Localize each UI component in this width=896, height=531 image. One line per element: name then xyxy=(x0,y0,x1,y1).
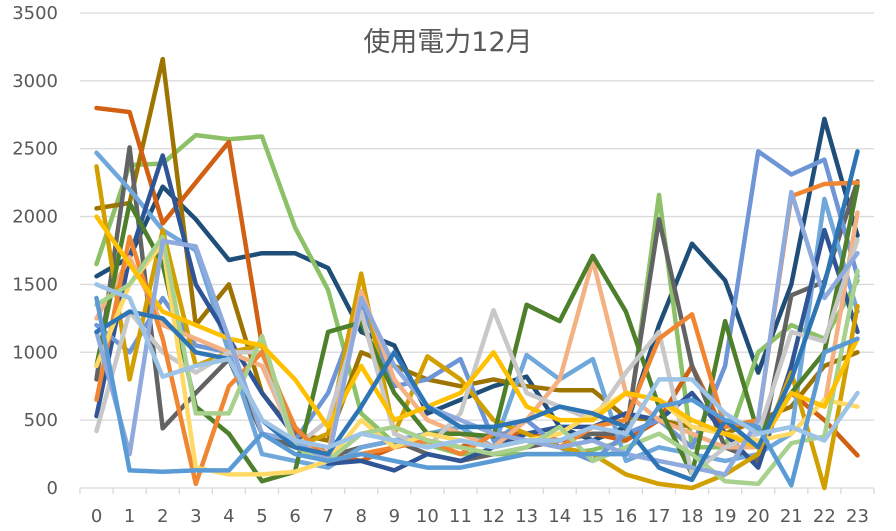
x-tick-label: 14 xyxy=(548,506,571,527)
series-line-s18 xyxy=(94,149,860,483)
y-tick-label: 0 xyxy=(47,478,58,499)
x-tick-label: 9 xyxy=(389,506,400,527)
series-lines xyxy=(94,56,860,491)
x-tick-label: 20 xyxy=(747,506,770,527)
x-tick-label: 23 xyxy=(846,506,869,527)
x-tick-label: 11 xyxy=(449,506,472,527)
x-tick-label: 7 xyxy=(322,506,333,527)
x-tick-label: 6 xyxy=(289,506,300,527)
series-line-s19 xyxy=(94,295,860,488)
chart-title: 使用電力12月 xyxy=(363,27,533,58)
x-tick-label: 1 xyxy=(124,506,135,527)
gridlines xyxy=(80,12,874,421)
x-tick-label: 22 xyxy=(813,506,836,527)
x-tick-label: 17 xyxy=(648,506,671,527)
x-tick-label: 19 xyxy=(714,506,737,527)
y-tick-label: 1000 xyxy=(12,342,58,363)
series-line-s1 xyxy=(94,116,860,443)
y-axis-tick-labels: 0 500 1000 1500 2000 2500 3000 3500 xyxy=(12,3,58,499)
y-tick-label: 1500 xyxy=(12,274,58,295)
x-tick-label: 2 xyxy=(157,506,168,527)
x-tick-label: 0 xyxy=(91,506,102,527)
x-tick-label: 8 xyxy=(355,506,366,527)
x-tick-label: 10 xyxy=(416,506,439,527)
x-tick-label: 12 xyxy=(482,506,505,527)
x-axis: 0 1 2 3 4 5 6 7 8 9 10 11 12 13 14 15 16 17 18 19 20 21 22 23 xyxy=(79,487,875,527)
x-tick-label: 5 xyxy=(256,506,267,527)
series-line-s16 xyxy=(94,214,860,450)
x-tick-label: 21 xyxy=(780,506,803,527)
series-line-s3 xyxy=(94,56,860,443)
series-line-s20 xyxy=(94,282,860,450)
y-tick-label: 2500 xyxy=(12,139,58,160)
series-line-s15 xyxy=(94,234,860,487)
x-tick-label: 4 xyxy=(223,506,234,527)
x-tick-label: 15 xyxy=(581,506,604,527)
series-line-s5 xyxy=(94,145,860,464)
y-tick-label: 3000 xyxy=(12,71,58,92)
y-tick-label: 2000 xyxy=(12,207,58,228)
y-tick-label: 3500 xyxy=(12,3,58,24)
x-tick-label: 16 xyxy=(614,506,637,527)
x-tick-label: 13 xyxy=(515,506,538,527)
y-tick-label: 500 xyxy=(24,410,58,431)
x-tick-label: 3 xyxy=(190,506,201,527)
x-tick-label: 18 xyxy=(681,506,704,527)
series-line-s11 xyxy=(94,183,860,484)
